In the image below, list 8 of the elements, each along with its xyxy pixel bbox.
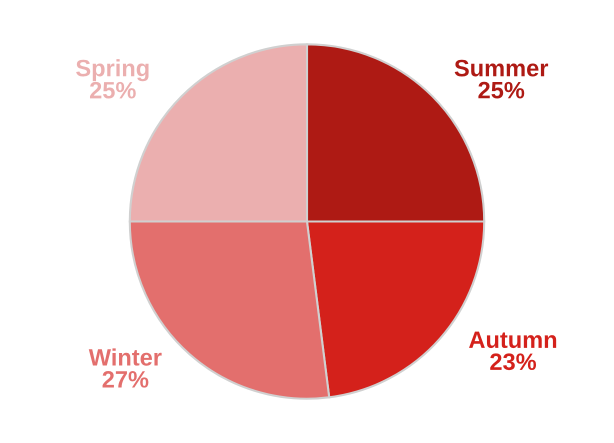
data-label: 23% [490, 353, 536, 370]
slice-label: Spring [76, 59, 149, 82]
data-label: 25% [90, 82, 136, 99]
data-label: 25% [478, 82, 524, 99]
slice-label: Autumn [469, 332, 556, 348]
data-label: 27% [102, 370, 148, 388]
slice-label: Winter [88, 348, 162, 366]
slice-label: Summer [454, 60, 548, 76]
